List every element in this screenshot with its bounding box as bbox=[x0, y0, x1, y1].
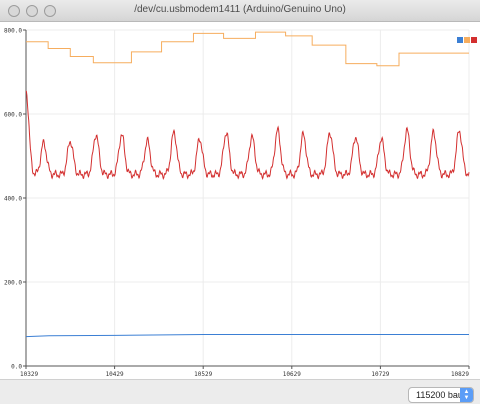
y-tick-label: 0.0 bbox=[11, 364, 22, 371]
baud-rate-select[interactable]: 115200 baud ▲ ▼ bbox=[408, 387, 474, 403]
series-line-1 bbox=[25, 334, 469, 338]
x-tick-label: 10729 bbox=[371, 371, 389, 378]
serial-plotter-area: 0.0 200.0 400.0 600.0 800.0 10329 10429 10529 10… bbox=[0, 22, 480, 379]
series-line-3 bbox=[25, 90, 470, 181]
x-tick-label: 10529 bbox=[194, 371, 212, 378]
y-tick-label: 600.0 bbox=[4, 112, 22, 119]
bottom-toolbar: 115200 baud ▲ ▼ bbox=[0, 379, 480, 404]
x-tick-label: 10429 bbox=[106, 371, 124, 378]
window-title: /dev/cu.usbmodem1411 (Arduino/Genuino Un… bbox=[134, 4, 346, 15]
y-tick-label: 800.0 bbox=[4, 28, 22, 35]
minimize-window-button[interactable] bbox=[26, 5, 38, 17]
series-line-2 bbox=[26, 31, 469, 67]
window-titlebar: /dev/cu.usbmodem1411 (Arduino/Genuino Un… bbox=[0, 0, 480, 22]
zoom-window-button[interactable] bbox=[44, 5, 56, 17]
dropdown-arrows-icon: ▲ ▼ bbox=[460, 388, 473, 402]
serial-plot-chart: 0.0 200.0 400.0 600.0 800.0 10329 10429 10529 10… bbox=[4, 28, 470, 378]
x-tick-label: 10629 bbox=[283, 371, 301, 378]
y-tick-label: 200.0 bbox=[4, 280, 22, 287]
legend-swatch-series-3 bbox=[471, 37, 477, 43]
y-tick-label: 400.0 bbox=[4, 196, 22, 203]
legend-swatch-series-1 bbox=[457, 37, 463, 43]
close-window-button[interactable] bbox=[8, 5, 20, 17]
baud-rate-label: 115200 baud bbox=[416, 390, 468, 400]
x-tick-label: 10329 bbox=[20, 371, 38, 378]
x-tick-label: 10829 bbox=[451, 371, 469, 378]
legend-swatch-series-2 bbox=[464, 37, 470, 43]
